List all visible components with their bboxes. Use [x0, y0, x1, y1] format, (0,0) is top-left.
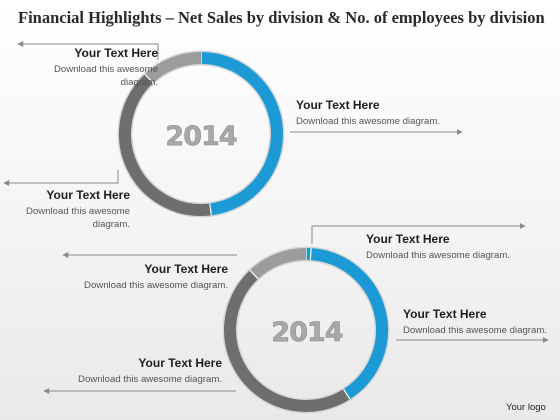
text-block-left: Your Text Here Download this awesome dia…	[60, 262, 228, 292]
text-body: Download this awesome diagram.	[26, 206, 130, 230]
connector-arrow	[3, 170, 119, 186]
connector-arrow	[17, 41, 159, 60]
text-block-bottom-left: Your Text Here Download this awesome dia…	[60, 356, 222, 386]
segment-separator	[343, 388, 351, 400]
segment-separator	[309, 248, 312, 261]
segment-separator	[144, 73, 154, 84]
connector-arrow	[311, 223, 526, 244]
year-label-bottom: 2014	[271, 317, 342, 348]
text-heading: Your Text Here	[403, 307, 487, 321]
segment-separator	[249, 269, 259, 280]
text-heading: Your Text Here	[46, 188, 130, 202]
ring-segment-blue	[310, 248, 388, 400]
ring-segment-dark	[119, 74, 212, 216]
text-body: Download this awesome diagram.	[78, 374, 222, 385]
ring-2014-bottom	[222, 246, 390, 414]
text-heading: Your Text Here	[138, 356, 222, 370]
ring-segment-blue	[200, 52, 283, 216]
text-body: Download this awesome diagram.	[366, 250, 510, 261]
ring-2014-top	[117, 50, 285, 218]
text-heading: Your Text Here	[144, 262, 228, 276]
text-body: Download this awesome diagram.	[84, 280, 228, 291]
ring-segment-light	[249, 248, 307, 280]
text-block-right: Your Text Here Download this awesome dia…	[296, 98, 496, 128]
year-label-top: 2014	[165, 121, 236, 152]
text-block-top-left: Your Text Here Download this awesome dia…	[14, 46, 158, 89]
text-body: Download this awesome diagram.	[296, 116, 440, 127]
page-title: Financial Highlights – Net Sales by divi…	[18, 8, 545, 27]
ring-segment-light	[144, 52, 202, 84]
text-body: Download this awesome diagram.	[403, 325, 547, 336]
text-block-mid-left: Your Text Here Download this awesome dia…	[14, 188, 130, 231]
text-heading: Your Text Here	[366, 232, 450, 246]
segment-separator	[209, 203, 212, 216]
text-heading: Your Text Here	[296, 98, 380, 112]
text-block-lower-right: Your Text Here Download this awesome dia…	[403, 307, 559, 337]
text-block-upper-right: Your Text Here Download this awesome dia…	[366, 232, 556, 262]
text-body: Download this awesome diagram.	[54, 64, 158, 88]
logo-placeholder: Your logo	[506, 402, 546, 413]
ring-segment-dark	[224, 270, 350, 412]
text-heading: Your Text Here	[74, 46, 158, 60]
